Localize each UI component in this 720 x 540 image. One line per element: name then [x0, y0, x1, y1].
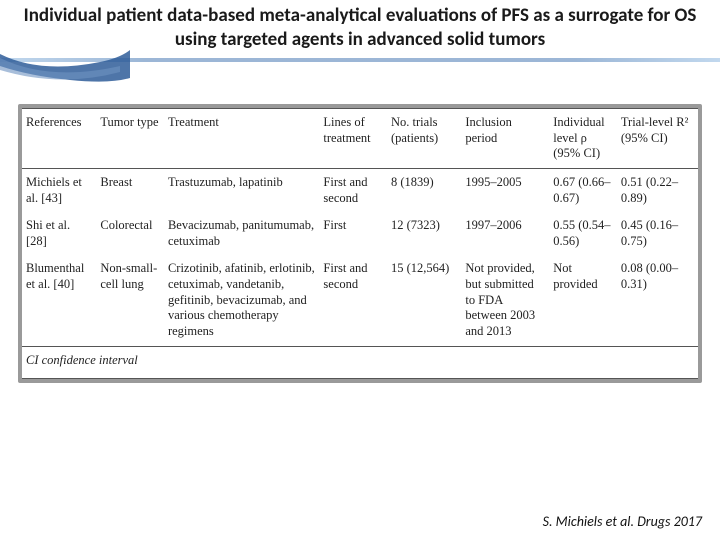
table-row: Michiels et al. [43] Breast Trastuzumab,…	[22, 168, 698, 212]
cell-lines: First and second	[319, 255, 387, 346]
table-header-row: References Tumor type Treatment Lines of…	[22, 109, 698, 169]
col-period: Inclusion period	[461, 109, 549, 169]
cell-trials: 8 (1839)	[387, 168, 461, 212]
swoosh-decoration	[0, 36, 130, 96]
cell-r2: 0.08 (0.00–0.31)	[617, 255, 698, 346]
table-row: Shi et al. [28] Colorectal Bevacizumab, …	[22, 212, 698, 255]
cell-rho: 0.67 (0.66–0.67)	[549, 168, 617, 212]
table: References Tumor type Treatment Lines of…	[22, 108, 698, 379]
cell-period: Not provided, but submitted to FDA betwe…	[461, 255, 549, 346]
cell-lines: First and second	[319, 168, 387, 212]
cell-lines: First	[319, 212, 387, 255]
cell-treatment: Bevacizumab, panitumumab, cetuximab	[164, 212, 319, 255]
cell-treatment: Trastuzumab, lapatinib	[164, 168, 319, 212]
cell-tumor-type: Non-small-cell lung	[96, 255, 164, 346]
table-row: Blumenthal et al. [40] Non-small-cell lu…	[22, 255, 698, 346]
cell-rho: Not provided	[549, 255, 617, 346]
col-references: References	[22, 109, 96, 169]
cell-references: Michiels et al. [43]	[22, 168, 96, 212]
cell-rho: 0.55 (0.54–0.56)	[549, 212, 617, 255]
cell-references: Shi et al. [28]	[22, 212, 96, 255]
slide: Individual patient data-based meta-analy…	[0, 0, 720, 540]
evidence-table: References Tumor type Treatment Lines of…	[18, 104, 702, 383]
col-tumor-type: Tumor type	[96, 109, 164, 169]
cell-r2: 0.45 (0.16–0.75)	[617, 212, 698, 255]
cell-period: 1997–2006	[461, 212, 549, 255]
cell-trials: 15 (12,564)	[387, 255, 461, 346]
col-lines: Lines of treatment	[319, 109, 387, 169]
cell-trials: 12 (7323)	[387, 212, 461, 255]
cell-tumor-type: Colorectal	[96, 212, 164, 255]
cell-r2: 0.51 (0.22–0.89)	[617, 168, 698, 212]
col-r2: Trial-level R² (95% CI)	[617, 109, 698, 169]
citation: S. Michiels et al. Drugs 2017	[543, 513, 702, 530]
table-footnote: CI confidence interval	[22, 346, 698, 379]
col-rho: Individual level ρ (95% CI)	[549, 109, 617, 169]
cell-tumor-type: Breast	[96, 168, 164, 212]
cell-references: Blumenthal et al. [40]	[22, 255, 96, 346]
col-trials: No. trials (patients)	[387, 109, 461, 169]
table-footnote-row: CI confidence interval	[22, 346, 698, 379]
col-treatment: Treatment	[164, 109, 319, 169]
cell-period: 1995–2005	[461, 168, 549, 212]
cell-treatment: Crizotinib, afatinib, erlotinib, cetuxim…	[164, 255, 319, 346]
